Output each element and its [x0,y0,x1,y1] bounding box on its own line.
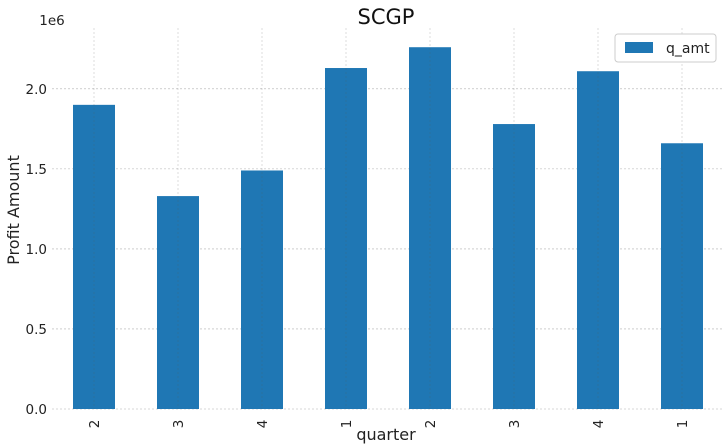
y-axis-label: Profit Amount [4,155,23,265]
y-tick-label: 0.5 [26,322,47,338]
legend: q_amt [614,33,717,63]
bar [493,124,535,410]
x-tick-label: 1 [675,420,691,429]
y-tick-label: 2.0 [26,82,47,98]
chart-title: SCGP [358,5,415,29]
y-tick-label: 0.0 [26,402,47,418]
x-tick-labels: 2 3 4 1 2 3 4 1 [87,420,691,429]
bars [73,47,703,410]
x-axis-label: quarter [356,425,416,444]
bar [157,196,199,409]
y-multiplier-label: 1e6 [39,13,64,29]
bar [577,71,619,409]
bar [73,104,115,410]
bar [325,68,367,410]
x-tick-label: 1 [339,420,355,429]
x-tick-label: 4 [591,420,607,429]
legend-label: q_amt [666,41,710,57]
legend-box [614,33,717,63]
x-tick-label: 3 [171,420,187,429]
x-tick-label: 3 [507,420,523,429]
y-tick-labels: 0.0 0.5 1.0 1.5 2.0 [26,82,47,418]
grid-lines [52,88,724,410]
vertical-grid-lines [93,28,683,409]
legend-swatch [625,42,653,53]
x-tick-label: 2 [423,420,439,429]
x-tick-label: 4 [255,420,271,429]
bar [661,143,703,409]
bar [409,47,451,409]
bar [241,170,283,409]
y-tick-label: 1.0 [26,242,47,258]
x-tick-label: 2 [87,420,103,429]
y-tick-label: 1.5 [26,162,47,178]
